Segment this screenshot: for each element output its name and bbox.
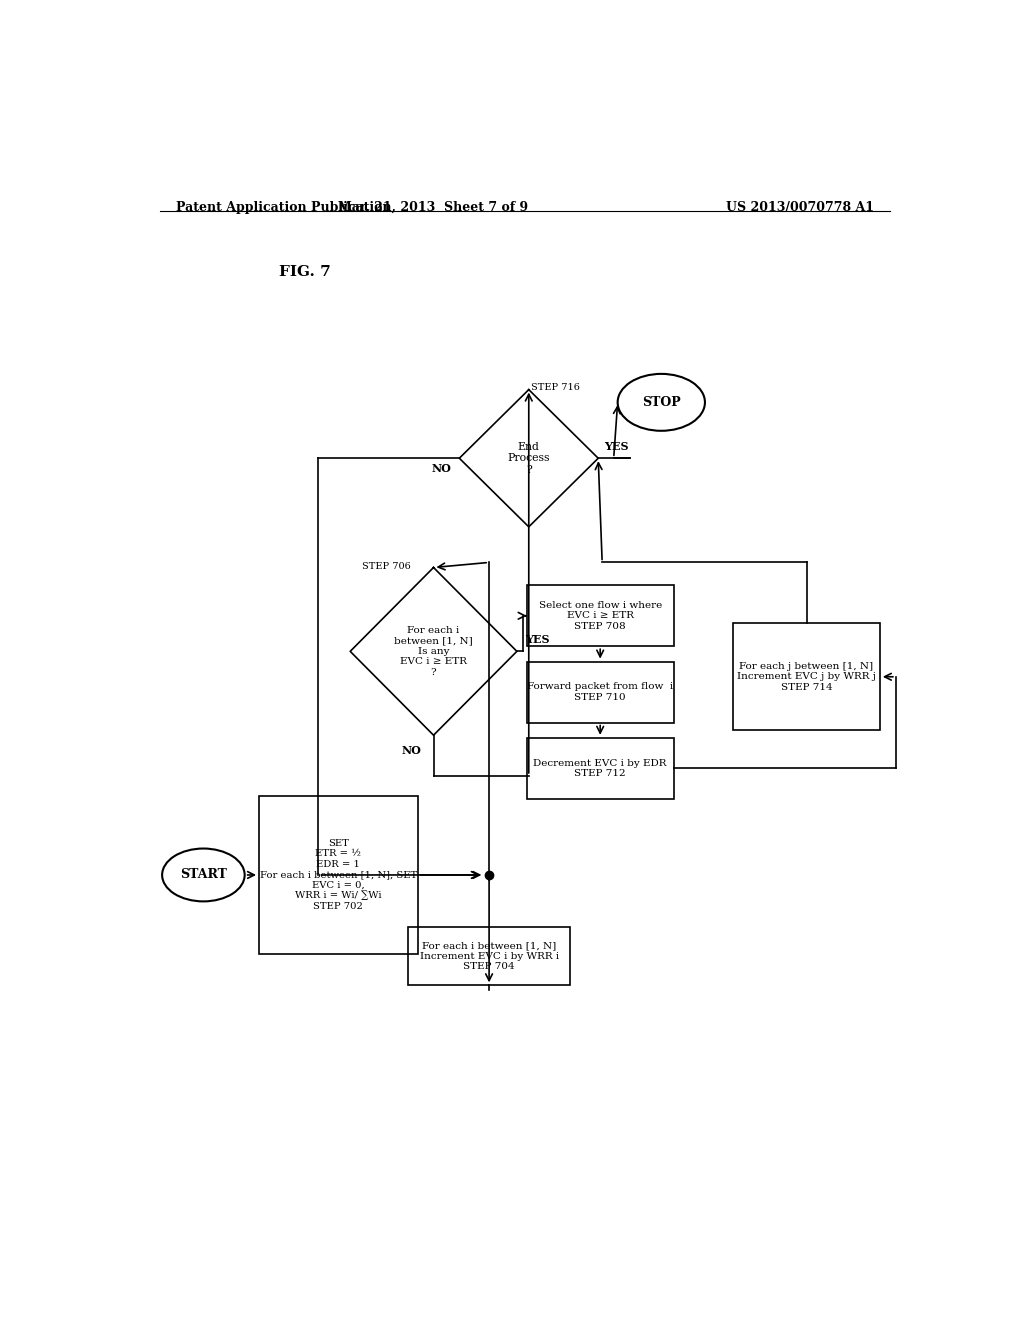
- Text: YES: YES: [524, 634, 549, 644]
- Text: FIG. 7: FIG. 7: [279, 265, 331, 279]
- Text: STEP 716: STEP 716: [531, 383, 580, 392]
- Text: Select one flow i where
EVC i ≥ ETR
STEP 708: Select one flow i where EVC i ≥ ETR STEP…: [539, 601, 662, 631]
- Text: For each i between [1, N]
Increment EVC i by WRR i
STEP 704: For each i between [1, N] Increment EVC …: [420, 941, 559, 972]
- Text: US 2013/0070778 A1: US 2013/0070778 A1: [726, 201, 873, 214]
- Text: Decrement EVC i by EDR
STEP 712: Decrement EVC i by EDR STEP 712: [534, 759, 667, 777]
- Text: Patent Application Publication: Patent Application Publication: [176, 201, 391, 214]
- Text: STOP: STOP: [642, 396, 681, 409]
- Text: NO: NO: [401, 744, 422, 756]
- Text: STEP 706: STEP 706: [362, 562, 411, 572]
- Text: End
Process
?: End Process ?: [508, 442, 550, 475]
- Text: SET
ETR = ½
EDR = 1
For each i between [1, N], SET
EVC i = 0,
WRR i = Wi/ ∑Wi
ST: SET ETR = ½ EDR = 1 For each i between […: [260, 840, 417, 911]
- Text: START: START: [180, 869, 227, 882]
- Text: For each j between [1, N]
Increment EVC j by WRR j
STEP 714: For each j between [1, N] Increment EVC …: [737, 661, 876, 692]
- Text: For each i
between [1, N]
Is any
EVC i ≥ ETR
?: For each i between [1, N] Is any EVC i ≥…: [394, 626, 473, 677]
- Text: YES: YES: [604, 441, 629, 451]
- Text: Forward packet from flow  i
STEP 710: Forward packet from flow i STEP 710: [527, 682, 673, 702]
- Text: NO: NO: [431, 463, 452, 474]
- Text: Mar. 21, 2013  Sheet 7 of 9: Mar. 21, 2013 Sheet 7 of 9: [339, 201, 528, 214]
